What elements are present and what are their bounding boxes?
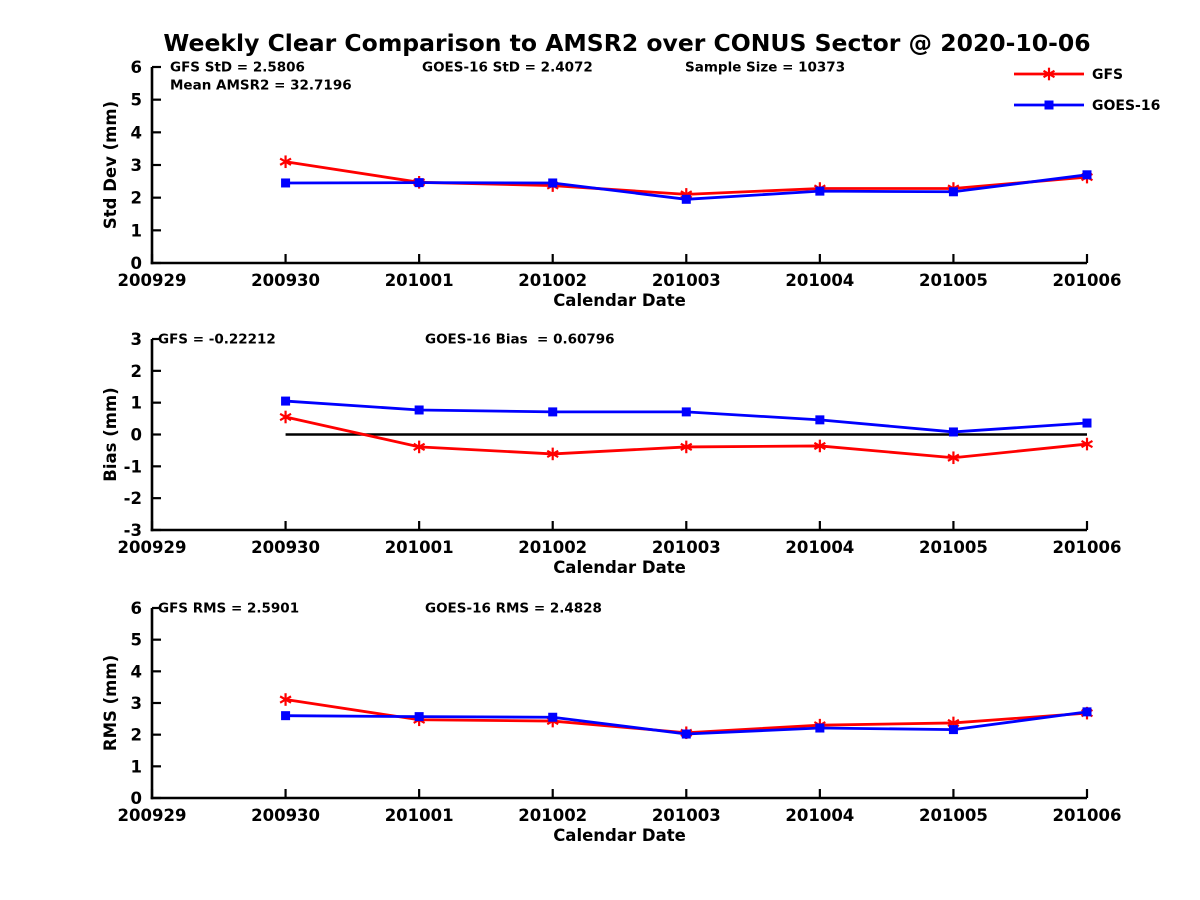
rms-stat-annotation: GOES-16 RMS = 2.4828 (425, 601, 602, 617)
x-tick-label: 200930 (251, 538, 320, 557)
asterisk-marker-icon (1042, 69, 1056, 79)
x-tick-label: 200929 (118, 538, 187, 557)
x-tick-label: 201002 (518, 538, 587, 557)
y-tick-label: 2 (131, 726, 142, 745)
x-tick-label: 201006 (1053, 538, 1122, 557)
y-tick-label: 6 (131, 58, 142, 77)
x-tick-label: 201002 (518, 271, 587, 290)
x-tick-label: 201001 (385, 538, 454, 557)
y-tick-label: 0 (131, 426, 142, 445)
y-tick-label: -2 (124, 489, 142, 508)
std_dev-x-axis-label: Calendar Date (553, 291, 686, 310)
x-tick-label: 201005 (919, 538, 988, 557)
x-tick-label: 201003 (652, 271, 721, 290)
x-tick-label: 201005 (919, 806, 988, 825)
square-marker-icon (548, 407, 558, 417)
rms-stat-annotation: GFS RMS = 2.5901 (158, 601, 299, 617)
square-marker-icon (948, 725, 958, 735)
square-marker-icon (681, 729, 691, 739)
asterisk-marker-icon (279, 695, 292, 704)
std_dev-stat-annotation: GOES-16 StD = 2.4072 (422, 60, 593, 76)
rms-x-axis-label: Calendar Date (553, 826, 686, 845)
x-tick-label: 201005 (919, 271, 988, 290)
rms-y-axis-label: RMS (mm) (101, 655, 120, 751)
square-marker-icon (948, 187, 958, 197)
std_dev-stat-annotation: Sample Size = 10373 (685, 60, 845, 76)
y-tick-label: 1 (131, 394, 142, 413)
legend-label-goes16: GOES-16 (1092, 98, 1160, 114)
square-marker-icon (815, 415, 825, 425)
square-marker-icon (548, 178, 558, 188)
std_dev-y-axis-label: Std Dev (mm) (101, 101, 120, 229)
y-tick-label: 2 (131, 189, 142, 208)
x-tick-label: 201001 (385, 806, 454, 825)
asterisk-marker-icon (813, 441, 826, 451)
x-tick-label: 201004 (785, 806, 854, 825)
y-tick-label: 4 (131, 662, 142, 681)
x-tick-label: 201002 (518, 806, 587, 825)
square-marker-icon (1082, 170, 1092, 180)
y-tick-label: 0 (131, 254, 142, 273)
bias-goes-16-line (285, 399, 1088, 434)
x-tick-label: 201006 (1053, 806, 1122, 825)
asterisk-marker-icon (546, 449, 559, 459)
bias-x-axis-label: Calendar Date (553, 558, 686, 577)
figure-title: Weekly Clear Comparison to AMSR2 over CO… (163, 29, 1090, 57)
square-marker-icon (948, 427, 958, 437)
y-tick-label: 5 (131, 91, 142, 110)
square-marker-icon (815, 723, 825, 733)
x-tick-label: 200929 (118, 271, 187, 290)
square-marker-icon (1082, 707, 1092, 717)
bias-y-axis-label: Bias (mm) (101, 387, 120, 481)
y-tick-label: 5 (131, 631, 142, 650)
x-tick-label: 201006 (1053, 271, 1122, 290)
y-tick-label: 1 (131, 757, 142, 776)
x-tick-label: 201004 (785, 538, 854, 557)
y-tick-label: 3 (131, 156, 142, 175)
legend-label-gfs: GFS (1092, 67, 1123, 83)
asterisk-marker-icon (413, 442, 426, 452)
x-tick-label: 201001 (385, 271, 454, 290)
x-tick-label: 200929 (118, 806, 187, 825)
y-tick-label: 0 (131, 789, 142, 808)
y-tick-label: 4 (131, 123, 142, 142)
bias-stat-annotation: GOES-16 Bias = 0.60796 (425, 332, 615, 348)
y-tick-label: -1 (124, 457, 142, 476)
square-marker-icon (1044, 100, 1054, 110)
asterisk-marker-icon (1080, 439, 1094, 449)
y-tick-label: -3 (124, 521, 142, 540)
y-tick-label: 3 (131, 330, 142, 349)
asterisk-marker-icon (947, 453, 960, 462)
x-tick-label: 201003 (652, 538, 721, 557)
std_dev-stat-annotation: Mean AMSR2 = 32.7196 (170, 78, 352, 94)
std_dev-stat-annotation: GFS StD = 2.5806 (170, 60, 305, 76)
square-marker-icon (1082, 418, 1092, 428)
y-tick-label: 6 (131, 599, 142, 618)
square-marker-icon (681, 407, 691, 417)
asterisk-marker-icon (279, 157, 292, 166)
asterisk-marker-icon (279, 412, 292, 422)
square-marker-icon (281, 711, 291, 721)
x-tick-label: 201004 (785, 271, 854, 290)
square-marker-icon (414, 712, 424, 722)
square-marker-icon (281, 178, 291, 188)
square-marker-icon (414, 178, 424, 188)
y-tick-label: 1 (131, 221, 142, 240)
square-marker-icon (815, 186, 825, 196)
asterisk-marker-icon (947, 718, 960, 728)
y-tick-label: 3 (131, 694, 142, 713)
x-tick-label: 200930 (251, 271, 320, 290)
x-tick-label: 200930 (251, 806, 320, 825)
square-marker-icon (681, 194, 691, 204)
square-marker-icon (548, 712, 558, 722)
y-tick-label: 2 (131, 362, 142, 381)
asterisk-marker-icon (680, 442, 693, 452)
bias-stat-annotation: GFS = -0.22212 (158, 332, 276, 348)
x-tick-label: 201003 (652, 806, 721, 825)
square-marker-icon (414, 405, 424, 415)
square-marker-icon (281, 396, 291, 406)
